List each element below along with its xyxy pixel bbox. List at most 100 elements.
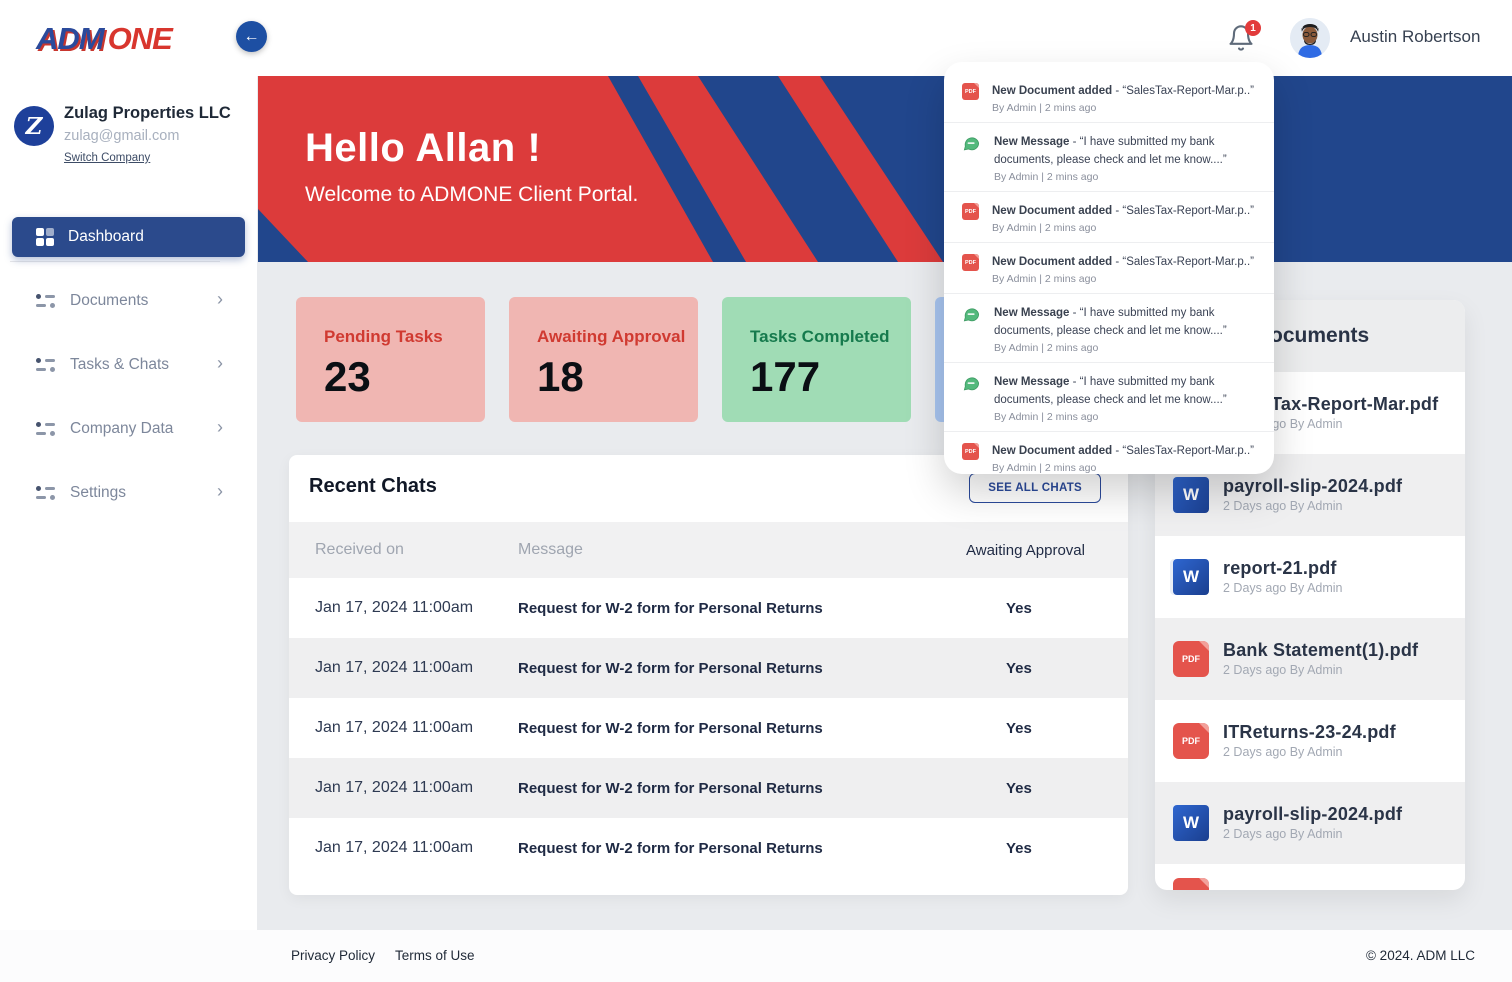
company-email: zulag@gmail.com: [64, 128, 180, 144]
user-avatar[interactable]: [1290, 18, 1330, 58]
received-on-cell: Jan 17, 2024 11:00am: [315, 599, 474, 616]
stat-label: Awaiting Approval: [537, 327, 686, 346]
column-header-message: Message: [518, 541, 583, 558]
sidebar-item-documents[interactable]: Documents ›: [12, 281, 245, 321]
settings-icon: [36, 485, 56, 501]
notification-item[interactable]: PDF New Document added - “SalesTax-Repor…: [944, 72, 1274, 122]
awaiting-approval-cell: Yes: [1006, 719, 1032, 737]
word-icon: W: [1173, 805, 1209, 841]
notifications-dropdown: PDF New Document added - “SalesTax-Repor…: [944, 62, 1274, 474]
hero-greeting: Hello Allan !: [305, 126, 542, 170]
notification-item[interactable]: New Message - “I have submitted my bank …: [944, 362, 1274, 431]
back-arrow-icon: ←: [243, 27, 260, 45]
notification-byline: By Admin | 2 mins ago: [994, 342, 1099, 354]
pdf-icon: PDF: [1173, 878, 1209, 890]
notification-detail: - “I have submitted my bank documents, p…: [994, 307, 1227, 337]
sidebar-item-label: Settings: [70, 484, 127, 501]
sidebar-item-tasks-chats[interactable]: Tasks & Chats ›: [12, 345, 245, 385]
notification-item[interactable]: PDF New Document added - “SalesTax-Repor…: [944, 431, 1274, 474]
received-on-cell: Jan 17, 2024 11:00am: [315, 659, 474, 676]
table-row[interactable]: Jan 17, 2024 11:00am Request for W-2 for…: [289, 818, 1128, 878]
awaiting-approval-cell: Yes: [1006, 659, 1032, 677]
table-row[interactable]: Jan 17, 2024 11:00am Request for W-2 for…: [289, 578, 1128, 638]
table-row[interactable]: Jan 17, 2024 11:00am Request for W-2 for…: [289, 698, 1128, 758]
welcome-banner: Hello Allan ! Welcome to ADMONE Client P…: [258, 76, 1512, 262]
sidebar-item-dashboard[interactable]: Dashboard: [12, 217, 245, 257]
chat-icon: [962, 134, 981, 153]
document-name: Bank Statement(1).pdf: [1223, 639, 1419, 660]
recent-chats-card: Recent Chats SEE ALL CHATS Received on M…: [289, 455, 1128, 895]
document-list-item[interactable]: PDF Bank Statement(1).pdf 2 Days ago By A…: [1155, 618, 1465, 700]
dashboard-grid-icon: [36, 228, 54, 246]
sidebar-item-label: Documents: [70, 292, 149, 309]
company-data-icon: [36, 421, 56, 437]
footer: Privacy Policy Terms of Use © 2024. ADM …: [0, 930, 1512, 982]
received-on-cell: Jan 17, 2024 11:00am: [315, 719, 474, 736]
message-cell: Request for W-2 form for Personal Return…: [518, 599, 823, 617]
column-header-received-on: Received on: [315, 541, 404, 558]
notification-title: New Message: [994, 376, 1070, 388]
top-bar: ADM ONE 1 Austin Robertson: [0, 0, 1512, 76]
sidebar-collapse-button[interactable]: ←: [236, 21, 267, 52]
stat-label: Tasks Completed: [750, 327, 890, 346]
notification-item[interactable]: PDF New Document added - “SalesTax-Repor…: [944, 242, 1274, 293]
see-all-chats-button[interactable]: SEE ALL CHATS: [969, 473, 1101, 503]
message-cell: Request for W-2 form for Personal Return…: [518, 659, 823, 677]
notification-item[interactable]: PDF New Document added - “SalesTax-Repor…: [944, 191, 1274, 242]
notification-title: New Document added: [992, 256, 1113, 268]
notification-item[interactable]: New Message - “I have submitted my bank …: [944, 293, 1274, 362]
awaiting-approval-cell: Yes: [1006, 599, 1032, 617]
notification-title: New Document added: [992, 85, 1113, 97]
pdf-icon: PDF: [962, 203, 979, 220]
notification-byline: By Admin | 2 mins ago: [994, 411, 1099, 423]
hero-subtitle: Welcome to ADMONE Client Portal.: [305, 183, 639, 206]
notification-item[interactable]: New Message - “I have submitted my bank …: [944, 122, 1274, 191]
notification-title: New Message: [994, 136, 1070, 148]
word-icon: W: [1173, 477, 1209, 513]
document-list-item[interactable]: W payroll-slip-2024.pdf 2 Days ago By Adm…: [1155, 782, 1465, 864]
notification-byline: By Admin | 2 mins ago: [992, 462, 1097, 474]
document-name: payroll-slip-2024.pdf: [1223, 475, 1403, 496]
message-cell: Request for W-2 form for Personal Return…: [518, 779, 823, 797]
message-cell: Request for W-2 form for Personal Return…: [518, 719, 823, 737]
received-on-cell: Jan 17, 2024 11:00am: [315, 839, 474, 856]
stat-value: 23: [324, 353, 371, 400]
admone-logo[interactable]: ADM ONE: [36, 21, 173, 57]
bell-icon: [1229, 25, 1253, 51]
table-row[interactable]: Jan 17, 2024 11:00am Request for W-2 for…: [289, 638, 1128, 698]
company-avatar: Z: [14, 106, 54, 146]
terms-of-use-link[interactable]: Terms of Use: [395, 948, 475, 963]
tasks-chats-icon: [36, 357, 56, 373]
document-list-item[interactable]: W report-21.pdf 2 Days ago By Admin: [1155, 536, 1465, 618]
table-row[interactable]: Jan 17, 2024 11:00am Request for W-2 for…: [289, 758, 1128, 818]
column-header-awaiting-approval: Awaiting Approval: [966, 541, 1085, 559]
pdf-icon: PDF: [962, 83, 979, 100]
user-name[interactable]: Austin Robertson: [1350, 27, 1481, 46]
document-meta: 2 Days ago By Admin: [1223, 744, 1343, 759]
notifications-bell-button[interactable]: 1: [1227, 20, 1261, 54]
pdf-icon: PDF: [962, 443, 979, 460]
privacy-policy-link[interactable]: Privacy Policy: [291, 948, 376, 963]
awaiting-approval-cell: Yes: [1006, 779, 1032, 797]
table-header-row: Received on Message Awaiting Approval: [289, 522, 1128, 578]
document-list-item-partial[interactable]: PDF: [1155, 864, 1465, 890]
word-icon: W: [1173, 559, 1209, 595]
sidebar-item-company-data[interactable]: Company Data ›: [12, 409, 245, 449]
sidebar-item-label: Company Data: [70, 420, 174, 437]
avatar-illustration: [1290, 18, 1330, 58]
awaiting-approval-cell: Yes: [1006, 839, 1032, 857]
switch-company-link[interactable]: Switch Company: [64, 152, 151, 164]
stat-card-awaiting-approval: Awaiting Approval 18: [509, 297, 698, 422]
chat-icon: [962, 305, 981, 324]
pdf-icon: PDF: [1173, 641, 1209, 677]
chevron-right-icon: ›: [217, 289, 223, 309]
notification-byline: By Admin | 2 mins ago: [992, 273, 1097, 285]
document-meta: 2 Days ago By Admin: [1223, 826, 1343, 841]
company-block: Z Zulag Properties LLC zulag@gmail.com S…: [14, 104, 244, 166]
pdf-icon: PDF: [962, 254, 979, 271]
notification-title: New Document added: [992, 205, 1113, 217]
chat-icon: [962, 374, 981, 393]
document-list-item[interactable]: PDF ITReturns-23-24.pdf 2 Days ago By Adm…: [1155, 700, 1465, 782]
sidebar-item-settings[interactable]: Settings ›: [12, 473, 245, 513]
notification-title: New Document added: [992, 445, 1113, 457]
